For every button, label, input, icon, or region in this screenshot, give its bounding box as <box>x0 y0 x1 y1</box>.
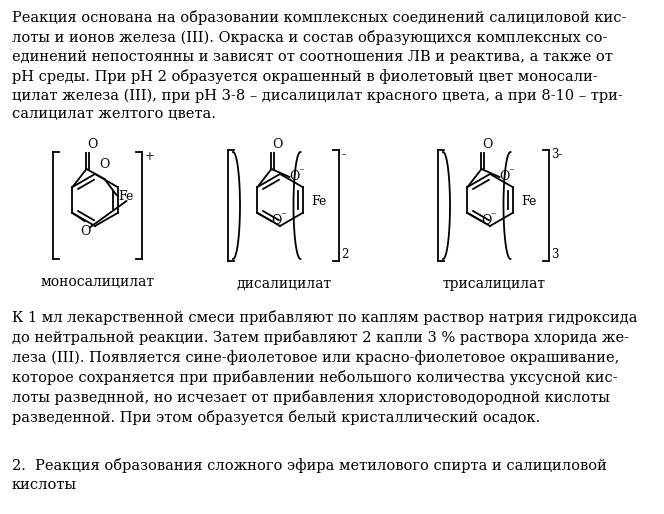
Text: 3-: 3- <box>552 148 563 161</box>
Text: O: O <box>483 138 493 151</box>
Text: трисалицилат: трисалицилат <box>442 277 545 291</box>
Text: моносалицилат: моносалицилат <box>41 275 155 289</box>
Text: К 1 мл лекарственной смеси прибавляют по каплям раствор натрия гидроксида
до ней: К 1 мл лекарственной смеси прибавляют по… <box>12 310 637 425</box>
Text: ⁻: ⁻ <box>299 167 304 177</box>
Text: Реакция основана на образовании комплексных соединений салициловой кис-
лоты и и: Реакция основана на образовании комплекс… <box>12 10 626 121</box>
Text: дисалицилат: дисалицилат <box>236 277 331 291</box>
Text: 2: 2 <box>341 248 349 261</box>
Text: ⁻: ⁻ <box>491 211 497 221</box>
Text: O: O <box>100 158 110 171</box>
Text: 3: 3 <box>552 248 559 261</box>
Text: O: O <box>272 214 282 228</box>
Text: O: O <box>290 171 300 183</box>
Text: O: O <box>481 214 492 228</box>
Text: ⁻: ⁻ <box>509 167 515 177</box>
Text: +: + <box>145 150 154 163</box>
Text: O: O <box>88 138 98 151</box>
Text: Fe: Fe <box>521 195 537 208</box>
Text: Fe: Fe <box>311 195 327 208</box>
Text: -: - <box>341 148 345 161</box>
Text: O: O <box>272 138 283 151</box>
Text: O: O <box>80 225 91 238</box>
Text: O: O <box>499 171 510 183</box>
Text: ⁻: ⁻ <box>280 211 286 221</box>
Text: 2.  Реакция образования сложного эфира метилового спирта и салициловой
кислоты: 2. Реакция образования сложного эфира ме… <box>12 458 607 491</box>
Text: Fe: Fe <box>118 191 134 204</box>
